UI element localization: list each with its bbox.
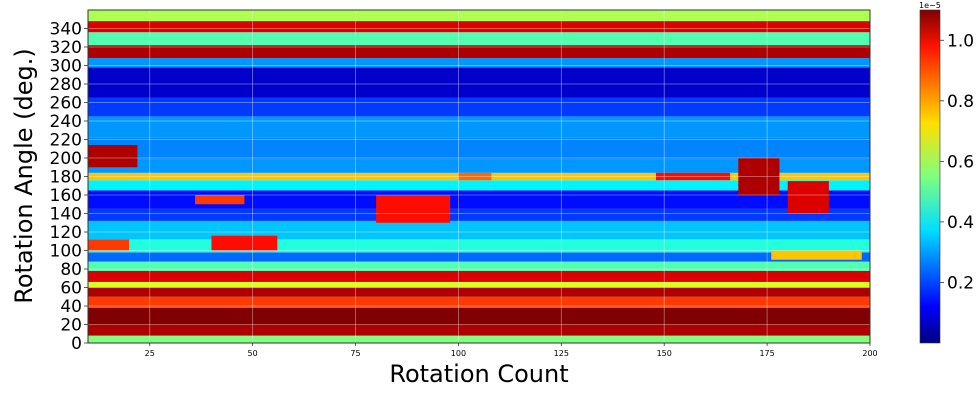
y-tick-label: 240 [50, 112, 82, 132]
x-tick-label: 125 [554, 349, 569, 358]
heatmap-cells [88, 10, 870, 343]
heatmap-patch [655, 172, 731, 181]
heatmap-band [88, 180, 870, 191]
colorbar-tick-label: 0.6 [947, 152, 974, 172]
heatmap-band [88, 287, 870, 297]
heatmap-band [88, 58, 870, 68]
x-axis-ticks: 25 50 75 100 125 150 175 200 [145, 343, 878, 358]
heatmap-band [88, 296, 870, 308]
heatmap-band [88, 335, 870, 343]
heatmap-patch [195, 195, 245, 205]
y-tick-label: 0 [71, 334, 82, 354]
y-tick-label: 260 [50, 94, 82, 114]
heatmap-band [88, 116, 870, 138]
heatmap-band [88, 281, 870, 288]
heatmap-patch [771, 250, 862, 260]
y-tick-label: 340 [50, 20, 82, 40]
y-tick-label: 200 [50, 149, 82, 169]
heatmap-band [88, 67, 870, 98]
heatmap-patch [787, 181, 829, 214]
colorbar-ticks: 0.2 0.4 0.6 0.8 1.0 [940, 31, 974, 293]
y-axis-label: Rotation Angle (deg.) [10, 48, 38, 304]
y-tick-label: 320 [50, 38, 82, 58]
colorbar-tick-label: 0.8 [947, 92, 974, 112]
y-tick-label: 40 [60, 297, 82, 317]
colorbar-tick-label: 0.2 [947, 273, 974, 293]
y-tick-label: 20 [60, 316, 82, 336]
x-tick-label: 175 [759, 349, 774, 358]
x-tick-label: 150 [657, 349, 672, 358]
y-tick-label: 180 [50, 168, 82, 188]
colorbar-multiplier: 1e−5 [919, 1, 941, 10]
y-tick-label: 140 [50, 205, 82, 225]
heatmap-band [88, 324, 870, 336]
heatmap-band [88, 10, 870, 22]
x-tick-label: 200 [862, 349, 877, 358]
heatmap-band [88, 261, 870, 271]
y-tick-label: 160 [50, 186, 82, 206]
heatmap-band [88, 252, 870, 262]
heatmap-band [88, 270, 870, 282]
x-tick-label: 100 [451, 349, 466, 358]
heatmap-patch [738, 158, 780, 195]
colorbar-tick-label: 1.0 [947, 31, 974, 51]
y-tick-label: 120 [50, 223, 82, 243]
y-axis-ticks: 0204060801001201401601802002202402602803… [50, 20, 88, 354]
y-tick-label: 280 [50, 75, 82, 95]
heatmap-patch [211, 235, 278, 251]
y-tick-label: 100 [50, 242, 82, 262]
heatmap-band [88, 137, 870, 160]
y-tick-label: 220 [50, 131, 82, 151]
heatmap-band [88, 45, 870, 59]
y-tick-label: 80 [60, 260, 82, 280]
heatmap-patch [88, 239, 130, 251]
y-tick-label: 300 [50, 57, 82, 77]
heatmap-band [88, 32, 870, 46]
y-tick-label: 60 [60, 279, 82, 299]
heatmap-band [88, 190, 870, 209]
heatmap-patch [88, 145, 138, 168]
x-tick-label: 25 [145, 349, 155, 358]
heatmap-band [88, 208, 870, 221]
x-tick-label: 50 [248, 349, 258, 358]
heatmap-band [88, 159, 870, 173]
heatmap-band [88, 307, 870, 325]
colorbar-tick-label: 0.4 [947, 213, 974, 233]
x-tick-label: 75 [350, 349, 360, 358]
heatmap-band [88, 21, 870, 33]
x-axis-label: Rotation Count [389, 360, 568, 388]
heatmap-patch [376, 195, 451, 223]
heatmap-band [88, 220, 870, 240]
heatmap-band [88, 97, 870, 117]
heatmap-band [88, 239, 870, 253]
heatmap-patch [458, 172, 492, 181]
colorbar [919, 9, 941, 344]
